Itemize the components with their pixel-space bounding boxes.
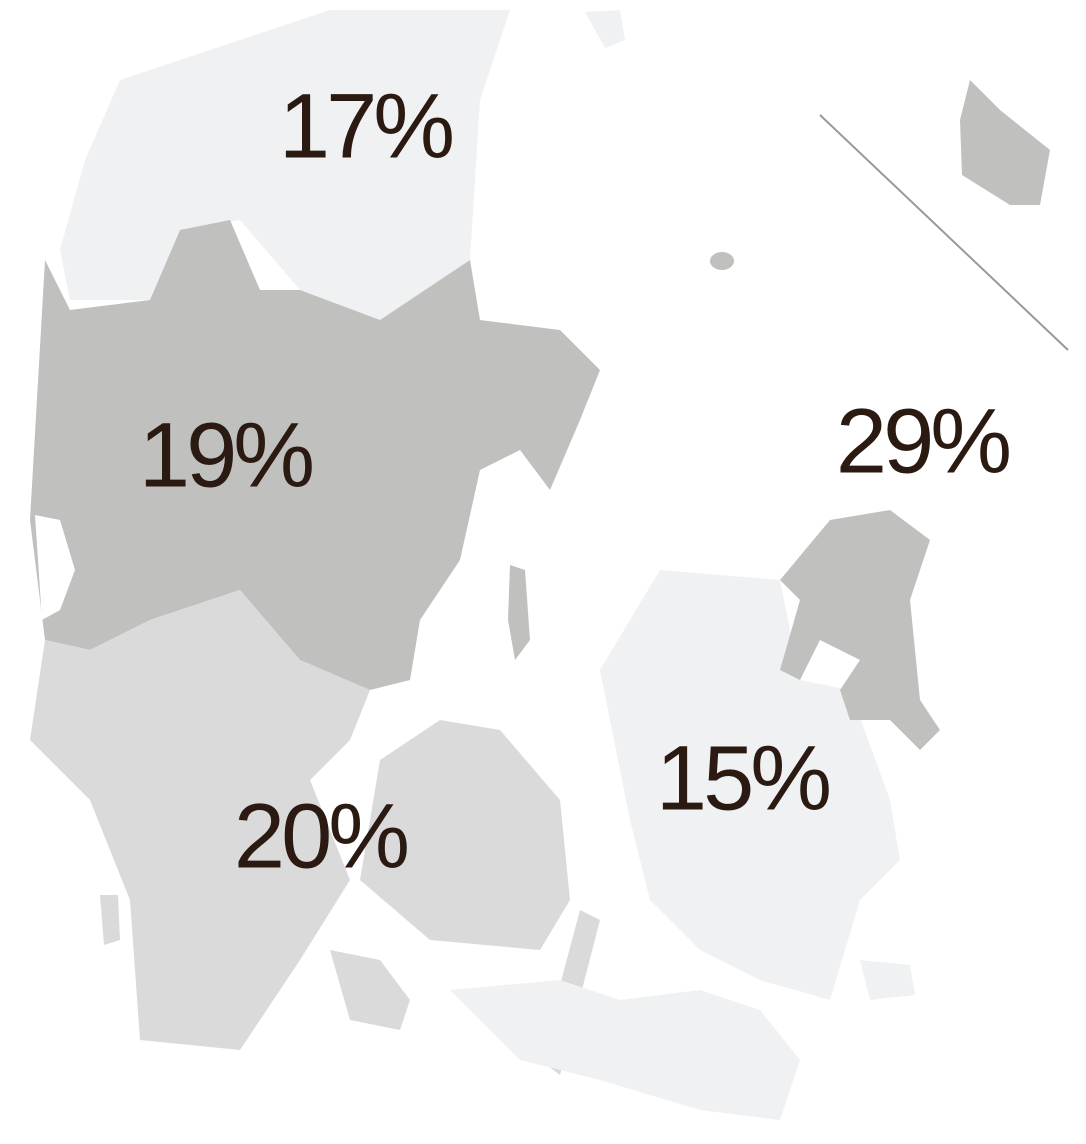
bornholm bbox=[960, 80, 1050, 205]
inset-divider bbox=[819, 114, 1069, 351]
island bbox=[585, 10, 625, 48]
region-shape bbox=[60, 10, 510, 320]
region-shape bbox=[780, 510, 940, 750]
island bbox=[710, 252, 734, 270]
island bbox=[100, 895, 120, 945]
island bbox=[508, 565, 530, 660]
region-label: 29% bbox=[836, 390, 1009, 492]
region-label: 19% bbox=[139, 404, 312, 506]
region-label: 17% bbox=[279, 75, 452, 177]
funen bbox=[360, 720, 570, 950]
region-shape bbox=[30, 220, 600, 690]
region-sjaelland bbox=[450, 570, 915, 1120]
region-nordjylland bbox=[60, 10, 625, 320]
island bbox=[860, 960, 915, 1000]
region-midtjylland bbox=[30, 220, 600, 690]
region-shape bbox=[30, 590, 370, 1050]
island bbox=[330, 950, 410, 1030]
lolland-falster bbox=[450, 980, 800, 1120]
region-syddanmark bbox=[30, 590, 600, 1075]
fjord bbox=[35, 515, 75, 620]
region-label: 15% bbox=[656, 727, 829, 829]
region-shape bbox=[600, 570, 900, 1000]
region-hovedstaden bbox=[710, 80, 1050, 750]
region-label: 20% bbox=[234, 785, 407, 887]
